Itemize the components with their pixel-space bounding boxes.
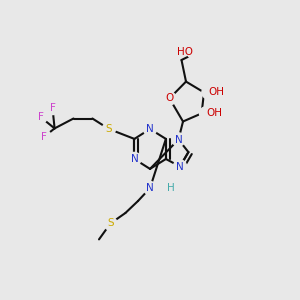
Text: S: S	[107, 218, 114, 229]
Circle shape	[172, 133, 185, 146]
Circle shape	[38, 130, 51, 143]
Text: H: H	[167, 183, 174, 193]
Text: S: S	[106, 124, 112, 134]
Circle shape	[202, 86, 215, 99]
Text: OH: OH	[208, 87, 224, 98]
Text: F: F	[38, 112, 44, 122]
Text: N: N	[146, 183, 154, 193]
Text: N: N	[146, 124, 154, 134]
Text: F: F	[50, 103, 56, 113]
Circle shape	[187, 45, 200, 58]
Text: OH: OH	[206, 108, 222, 118]
Circle shape	[143, 122, 157, 136]
Text: O: O	[165, 93, 174, 103]
Circle shape	[160, 182, 173, 195]
Text: N: N	[175, 134, 182, 145]
Circle shape	[128, 152, 141, 166]
Circle shape	[102, 122, 116, 136]
Circle shape	[173, 160, 187, 173]
Circle shape	[104, 217, 117, 230]
Circle shape	[46, 101, 59, 115]
Text: N: N	[130, 154, 138, 164]
Text: F: F	[41, 131, 47, 142]
Circle shape	[163, 92, 176, 105]
Circle shape	[143, 182, 157, 195]
Circle shape	[200, 107, 213, 120]
Circle shape	[34, 110, 47, 124]
Text: HO: HO	[178, 47, 194, 57]
Text: N: N	[176, 161, 184, 172]
